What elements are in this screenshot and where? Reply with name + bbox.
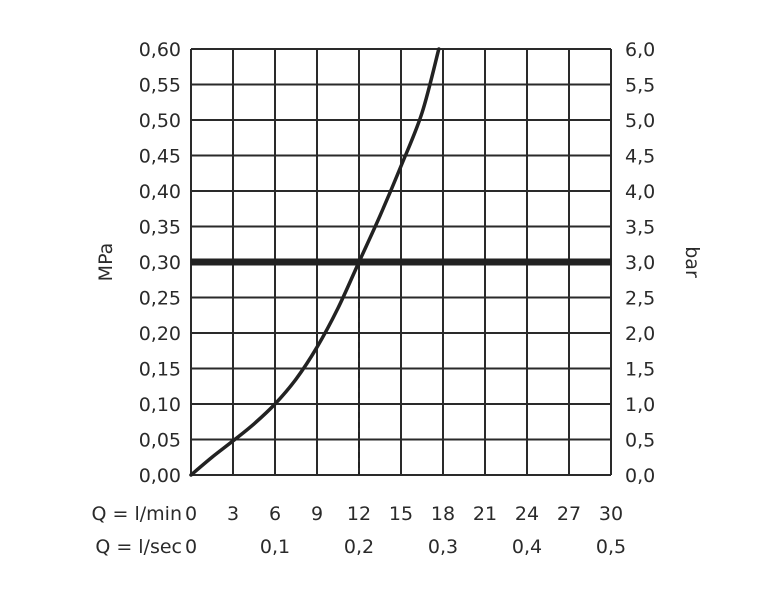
x-lmin-tick-label: 0 xyxy=(185,503,197,525)
x-lmin-tick-label: 18 xyxy=(431,503,455,525)
x-axis-lmin-ticks: 0 3 6 9 12 15 18 21 24 27 30 xyxy=(185,503,623,525)
x-lsec-tick-label: 0,4 xyxy=(512,536,542,558)
x-lmin-tick-label: 30 xyxy=(599,503,623,525)
left-tick-label: 0,30 xyxy=(139,252,181,274)
right-axis-ticks: 0,0 0,5 1,0 1,5 2,0 2,5 3,0 3,5 4,0 4,5 5,0 5,5 6,0 xyxy=(625,39,655,487)
left-tick-label: 0,15 xyxy=(139,359,181,381)
left-tick-label: 0,10 xyxy=(139,394,181,416)
x-lmin-tick-label: 27 xyxy=(557,503,581,525)
x-lmin-tick-label: 3 xyxy=(227,503,239,525)
left-tick-label: 0,35 xyxy=(139,217,181,239)
right-tick-label: 4,0 xyxy=(625,181,655,203)
x-lmin-tick-label: 24 xyxy=(515,503,539,525)
left-tick-label: 0,60 xyxy=(139,39,181,61)
right-tick-label: 0,5 xyxy=(625,430,655,452)
x-axis-lmin-label: Q = l/min xyxy=(92,503,182,525)
x-lsec-tick-label: 0 xyxy=(185,536,197,558)
left-axis-label: MPa xyxy=(95,243,117,282)
x-lmin-tick-label: 21 xyxy=(473,503,497,525)
right-tick-label: 2,5 xyxy=(625,288,655,310)
x-axis-lsec-label: Q = l/sec xyxy=(95,536,182,558)
x-lsec-tick-label: 0,3 xyxy=(428,536,458,558)
x-lmin-tick-label: 6 xyxy=(269,503,281,525)
right-tick-label: 5,0 xyxy=(625,110,655,132)
x-axis-lsec-ticks: 0 0,1 0,2 0,3 0,4 0,5 xyxy=(185,536,626,558)
left-axis-ticks: 0,00 0,05 0,10 0,15 0,20 0,25 0,30 0,35 0,40 0,45… xyxy=(139,39,181,487)
right-tick-label: 2,0 xyxy=(625,323,655,345)
right-tick-label: 1,5 xyxy=(625,359,655,381)
right-tick-label: 5,5 xyxy=(625,75,655,97)
x-lmin-tick-label: 15 xyxy=(389,503,413,525)
left-tick-label: 0,50 xyxy=(139,110,181,132)
left-tick-label: 0,00 xyxy=(139,465,181,487)
right-tick-label: 3,0 xyxy=(625,252,655,274)
right-tick-label: 1,0 xyxy=(625,394,655,416)
right-tick-label: 4,5 xyxy=(625,146,655,168)
x-lmin-tick-label: 9 xyxy=(311,503,323,525)
right-tick-label: 6,0 xyxy=(625,39,655,61)
pressure-flow-curve xyxy=(189,47,441,477)
left-tick-label: 0,25 xyxy=(139,288,181,310)
x-lsec-tick-label: 0,1 xyxy=(260,536,290,558)
x-lmin-tick-label: 12 xyxy=(347,503,371,525)
left-tick-label: 0,20 xyxy=(139,323,181,345)
left-tick-label: 0,55 xyxy=(139,75,181,97)
x-lsec-tick-label: 0,2 xyxy=(344,536,374,558)
left-tick-label: 0,40 xyxy=(139,181,181,203)
series-group xyxy=(189,47,611,477)
left-tick-label: 0,05 xyxy=(139,430,181,452)
x-lsec-tick-label: 0,5 xyxy=(596,536,626,558)
right-tick-label: 3,5 xyxy=(625,217,655,239)
left-tick-label: 0,45 xyxy=(139,146,181,168)
right-axis-label: bar xyxy=(681,246,703,278)
right-tick-label: 0,0 xyxy=(625,465,655,487)
